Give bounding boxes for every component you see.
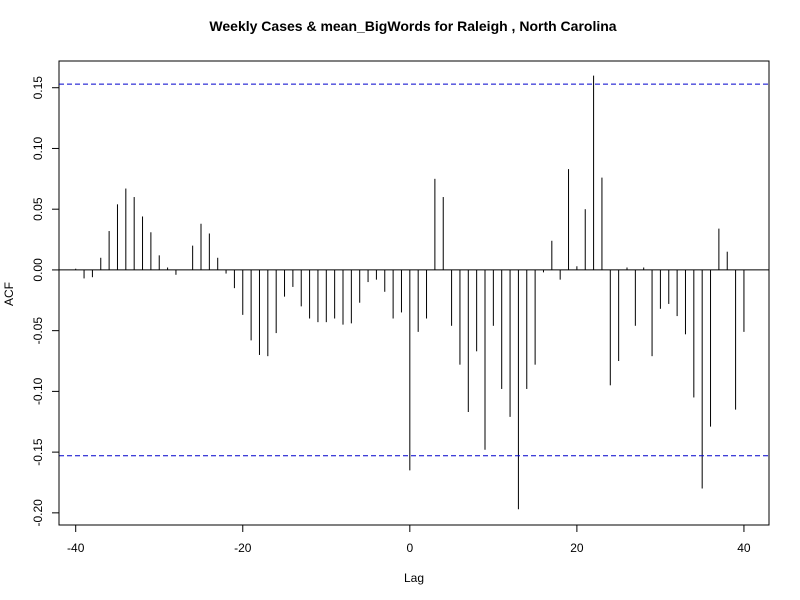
y-tick-label: 0.00	[31, 258, 45, 282]
y-tick-label: 0.05	[31, 197, 45, 221]
y-tick-label: 0.15	[31, 76, 45, 100]
x-axis-label: Lag	[404, 571, 424, 585]
y-axis-label: ACF	[2, 282, 16, 306]
chart-title: Weekly Cases & mean_BigWords for Raleigh…	[209, 18, 616, 34]
y-tick-label: -0.10	[31, 377, 45, 405]
acf-bars	[59, 75, 769, 510]
x-axis: -40 -20 0 20 40	[67, 524, 751, 555]
y-axis: -0.20 -0.15 -0.10 -0.05 0.00 0.05 0.10 0.15	[31, 76, 60, 527]
y-tick-label: -0.15	[31, 438, 45, 466]
y-tick-label: -0.20	[31, 499, 45, 527]
x-tick-label: 40	[737, 541, 751, 555]
y-tick-label: -0.05	[31, 317, 45, 345]
x-tick-label: 0	[406, 541, 413, 555]
x-tick-label: -40	[67, 541, 85, 555]
y-tick-label: 0.10	[31, 136, 45, 160]
confidence-bounds	[59, 83, 769, 457]
x-tick-label: 20	[570, 541, 584, 555]
x-tick-label: -20	[234, 541, 252, 555]
